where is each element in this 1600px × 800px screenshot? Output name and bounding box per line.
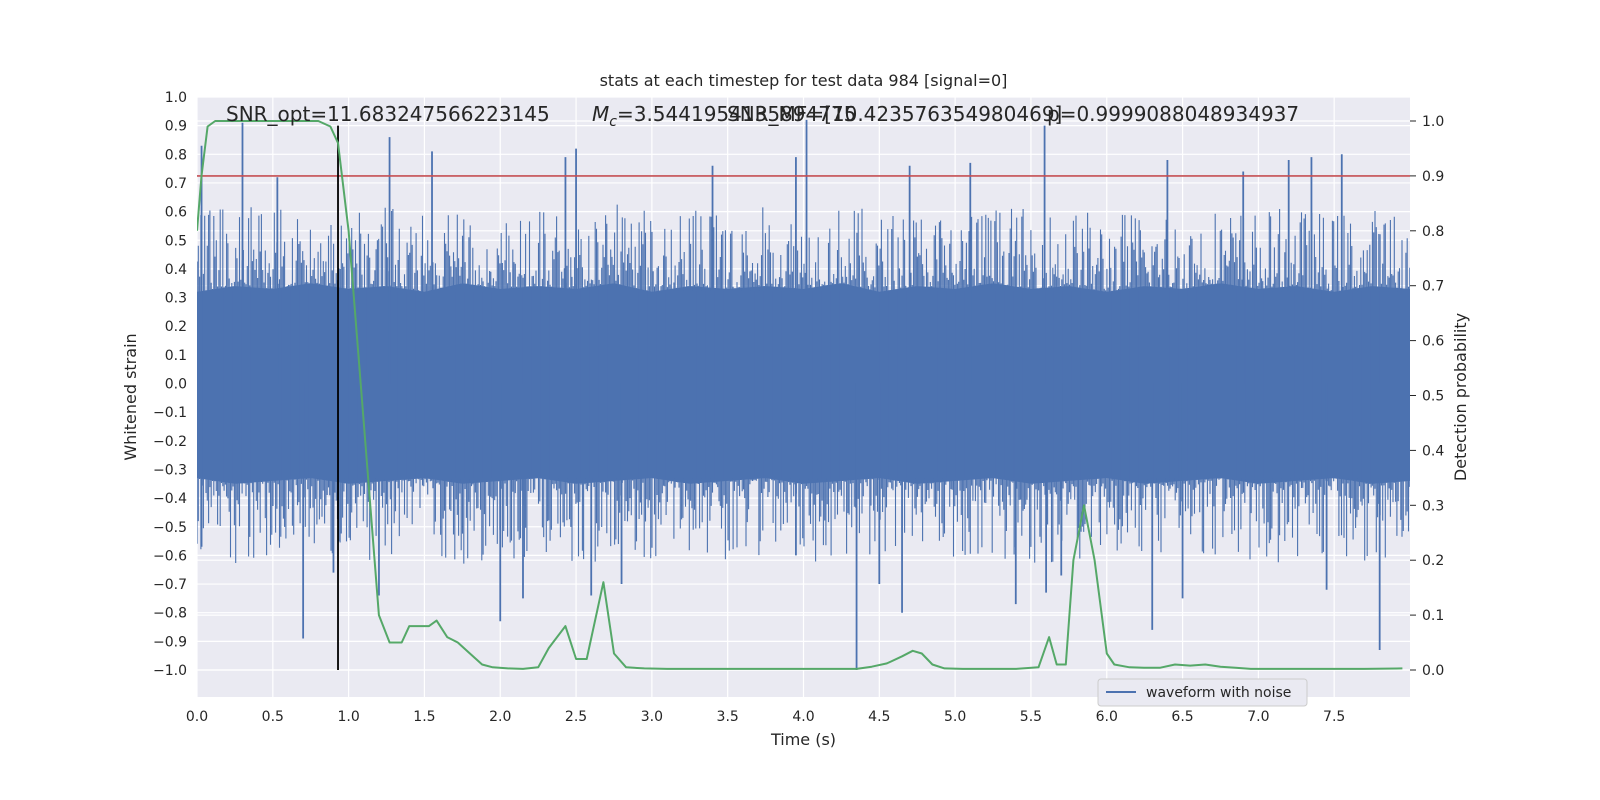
y2-tick-label: 0.1 [1422, 608, 1444, 624]
y-tick-label: −0.7 [153, 577, 187, 593]
y-tick-label: 0.8 [165, 147, 187, 163]
y2-tick-label: 0.3 [1422, 498, 1444, 514]
y-tick-label: 0.2 [165, 319, 187, 335]
x-tick-label: 7.5 [1323, 709, 1345, 725]
y-tick-label: −0.8 [153, 606, 187, 622]
x-tick-label: 7.0 [1247, 709, 1269, 725]
y2-tick-label: 0.0 [1422, 663, 1444, 679]
y-tick-label: 0.9 [165, 119, 187, 135]
noise-spikes [197, 204, 1410, 564]
chart-title: stats at each timestep for test data 984… [600, 71, 1008, 90]
x-tick-label: 6.0 [1096, 709, 1118, 725]
y-tick-label: 1.0 [165, 90, 187, 106]
y-tick-label: 0.0 [165, 377, 187, 393]
y-axis-left: −1.0 −0.9 −0.8 −0.7 −0.6 −0.5 −0.4 −0.3 −0.2 −0.1… [153, 90, 187, 679]
y2-tick-label: 0.4 [1422, 443, 1444, 459]
y-tick-label: 0.3 [165, 291, 187, 307]
x-axis-label: Time (s) [770, 730, 836, 749]
x-tick-label: 5.5 [1020, 709, 1042, 725]
y2-tick-label: 0.2 [1422, 553, 1444, 569]
y2-axis-label: Detection probability [1451, 313, 1470, 481]
annotation-chirp-mass-symbol: M [592, 102, 609, 126]
y-tick-label: −0.4 [153, 491, 187, 507]
y-tick-label: 0.7 [165, 176, 187, 192]
legend: waveform with noise [1097, 678, 1308, 707]
y-tick-label: −0.6 [153, 548, 187, 564]
y2-tick-label: 0.7 [1422, 279, 1444, 295]
y-tick-label: 0.4 [165, 262, 187, 278]
y-tick-label: −0.3 [153, 462, 187, 478]
legend-entry-waveform: waveform with noise [1146, 685, 1291, 701]
x-tick-label: 5.0 [944, 709, 966, 725]
x-tick-label: 4.0 [792, 709, 814, 725]
y2-tick-label: 0.8 [1422, 224, 1444, 240]
x-axis: 0.0 0.5 1.0 1.5 2.0 2.5 3.0 3.5 4.0 4.5 5.0 5.5 6.0 6… [186, 709, 1345, 725]
x-tick-label: 1.0 [337, 709, 359, 725]
y2-tick-label: 1.0 [1422, 114, 1444, 130]
y-tick-label: −1.0 [153, 663, 187, 679]
y-tick-label: −0.2 [153, 434, 187, 450]
y2-tick-label: 0.5 [1422, 389, 1444, 405]
y2-tick-label: 0.6 [1422, 334, 1444, 350]
y-axis-label: Whitened strain [121, 333, 140, 460]
plot-content [197, 119, 1410, 670]
x-tick-label: 0.0 [186, 709, 208, 725]
annotation-chirp-mass-value: =3.5441954135894775 [617, 102, 856, 126]
x-tick-label: 6.5 [1171, 709, 1193, 725]
legend-box [1097, 678, 1308, 707]
x-tick-label: 0.5 [262, 709, 284, 725]
x-tick-label: 2.0 [489, 709, 511, 725]
probability-line [197, 120, 1403, 670]
y-tick-label: −0.1 [153, 405, 187, 421]
x-tick-label: 3.0 [641, 709, 663, 725]
annotation-snr-opt: SNR_opt=11.683247566223145 [226, 102, 550, 126]
line-series [197, 120, 1410, 670]
y-axis-right: 0.0 0.1 0.2 0.3 0.4 0.5 0.6 0.7 0.8 0.9 1.0 [1410, 114, 1444, 679]
x-tick-label: 1.5 [413, 709, 435, 725]
annotation-chirp-mass: Mc=3.5441954135894775 [592, 102, 856, 130]
y-tick-label: 0.1 [165, 348, 187, 364]
noise-series [197, 119, 1410, 670]
y-tick-label: 0.6 [165, 205, 187, 221]
x-tick-label: 2.5 [565, 709, 587, 725]
y-tick-label: −0.9 [153, 634, 187, 650]
annotation-snr-mf: SNR_MF=[10.423576354980469] [727, 102, 1062, 126]
y-tick-label: 0.5 [165, 233, 187, 249]
x-tick-label: 3.5 [717, 709, 739, 725]
x-tick-label: 4.5 [868, 709, 890, 725]
y2-tick-label: 0.9 [1422, 169, 1444, 185]
y-tick-label: −0.5 [153, 520, 187, 536]
annotation-p: p=0.9999088048934937 [1047, 102, 1299, 126]
annotation-chirp-mass-subscript: c [609, 114, 617, 130]
